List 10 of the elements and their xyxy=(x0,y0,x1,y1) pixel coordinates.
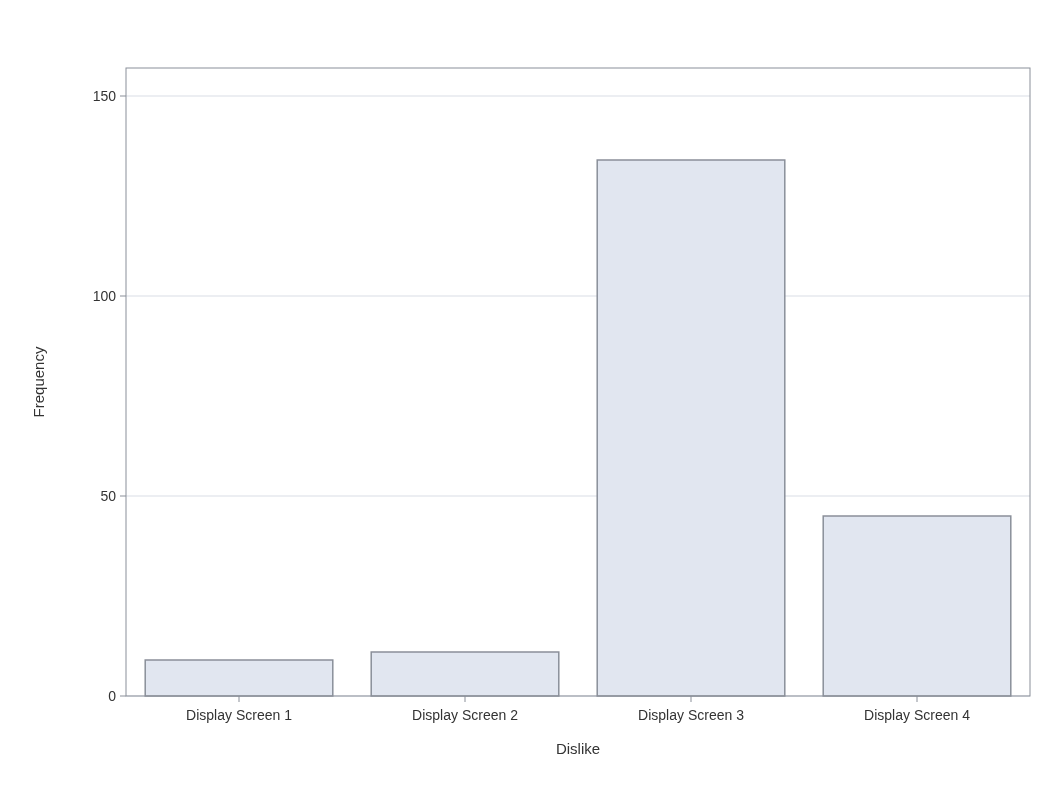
x-tick-label: Display Screen 3 xyxy=(638,707,745,723)
x-tick-label: Display Screen 1 xyxy=(186,707,293,723)
y-tick-label: 150 xyxy=(92,87,117,104)
x-axis-title: Dislike xyxy=(555,740,601,757)
x-tick-label: Display Screen 2 xyxy=(412,707,519,723)
y-tick-label: 100 xyxy=(92,287,117,304)
x-tick-label: Display Screen 4 xyxy=(864,707,971,723)
y-tick-label: 50 xyxy=(100,487,117,504)
y-axis-title: Frequency xyxy=(30,346,47,418)
y-tick-label: 0 xyxy=(108,687,117,704)
